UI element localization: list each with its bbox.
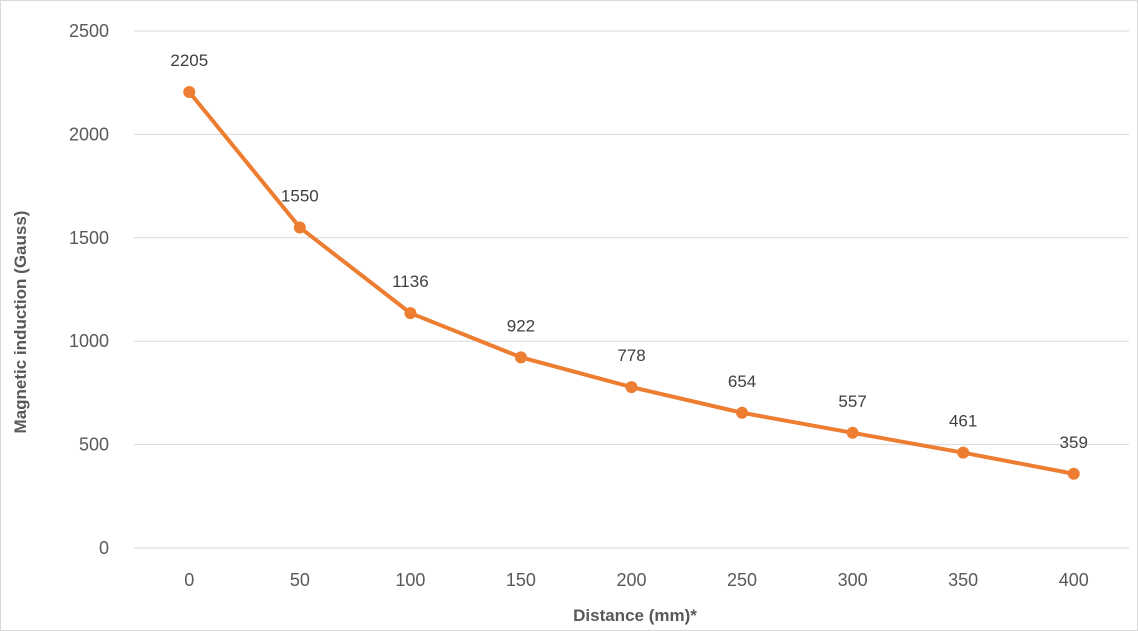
data-point-marker xyxy=(736,406,749,419)
y-tick-label: 1000 xyxy=(69,331,109,351)
data-point-marker xyxy=(293,221,306,234)
data-point-marker xyxy=(957,446,970,459)
y-tick-label: 0 xyxy=(99,538,109,558)
x-tick-label: 350 xyxy=(948,570,978,590)
x-tick-label: 400 xyxy=(1059,570,1089,590)
x-tick-label: 300 xyxy=(838,570,868,590)
data-point-marker xyxy=(404,307,417,320)
data-labels: 2205 1550 1136 922 778 654 557 461 359 xyxy=(170,51,1088,452)
data-label: 1550 xyxy=(281,186,319,205)
data-label: 557 xyxy=(838,392,866,411)
y-tick-label: 1500 xyxy=(69,228,109,248)
series-layer xyxy=(183,86,1080,480)
data-point-marker xyxy=(514,351,527,364)
y-axis-title: Magnetic induction (Gauss) xyxy=(11,211,30,434)
data-point-marker xyxy=(1067,467,1080,480)
x-tick-label: 100 xyxy=(395,570,425,590)
data-point-marker xyxy=(846,426,859,439)
data-label: 461 xyxy=(949,412,977,431)
data-label: 359 xyxy=(1060,433,1088,452)
x-tick-label: 0 xyxy=(184,570,194,590)
x-tick-label: 200 xyxy=(616,570,646,590)
data-label: 1136 xyxy=(392,272,429,291)
x-axis-title: Distance (mm)* xyxy=(573,606,697,625)
series-line xyxy=(187,90,1075,476)
data-label: 778 xyxy=(617,346,645,365)
y-tick-label: 500 xyxy=(79,435,109,455)
x-axis-ticks: 0 50 100 150 200 250 300 350 400 xyxy=(184,570,1088,590)
x-tick-label: 150 xyxy=(506,570,536,590)
y-tick-label: 2000 xyxy=(69,124,109,144)
x-tick-label: 250 xyxy=(727,570,757,590)
y-tick-label: 2500 xyxy=(69,21,109,41)
data-label: 654 xyxy=(728,372,756,391)
gridlines xyxy=(134,30,1129,549)
x-tick-label: 50 xyxy=(290,570,310,590)
y-axis-ticks: 0 500 1000 1500 2000 2500 xyxy=(69,21,109,558)
data-label: 922 xyxy=(507,316,535,335)
data-point-marker xyxy=(625,381,638,394)
data-label: 2205 xyxy=(170,51,208,70)
data-point-marker xyxy=(183,86,196,99)
